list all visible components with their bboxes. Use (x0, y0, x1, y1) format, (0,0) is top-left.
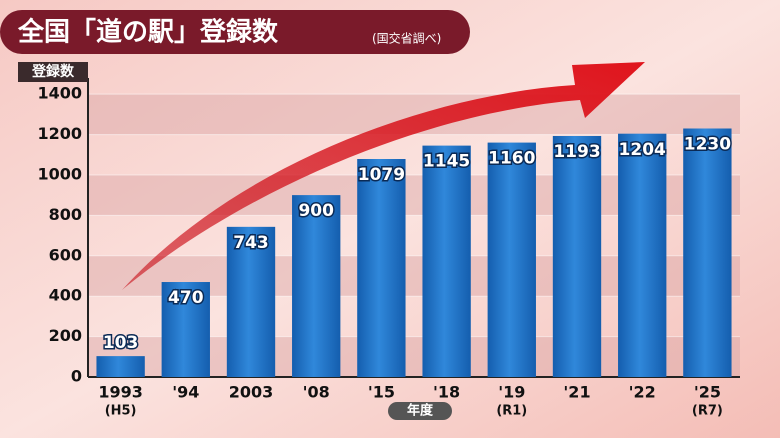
x-tick-label: 2003 (229, 383, 274, 402)
chart-title: 全国「道の駅」登録数 (17, 17, 279, 48)
chart-subtitle: (国交省調べ) (372, 31, 441, 46)
x-tick-label: '18 (433, 383, 460, 402)
bar-shade (357, 159, 406, 377)
y-tick-label: 1400 (37, 84, 82, 103)
x-tick-label: '21 (563, 383, 590, 402)
bar-shade (618, 133, 667, 377)
trend-arrow (122, 62, 645, 290)
y-tick-label: 200 (49, 326, 82, 345)
value-label: 1230 (684, 135, 731, 155)
x-tick-label: '19 (498, 383, 525, 402)
value-label: 743 (233, 233, 269, 253)
y-label-box (18, 62, 88, 82)
bar-shade (292, 195, 341, 377)
y-tick-label: 0 (71, 367, 82, 386)
x-tick-label: '15 (368, 383, 395, 402)
x-tick-label: '08 (303, 383, 330, 402)
value-label: 1145 (423, 152, 470, 172)
x-tick-label: '94 (172, 383, 199, 402)
bar-shade (422, 145, 471, 377)
value-label: 1079 (358, 165, 405, 185)
y-tick-label: 800 (49, 205, 82, 224)
x-tick-label: 1993 (98, 383, 143, 402)
bar-shade (683, 128, 732, 377)
y-axis-label: 登録数 (31, 63, 75, 80)
bar-shade (161, 282, 210, 377)
bar-shade (226, 226, 276, 377)
value-label: 900 (298, 201, 334, 221)
y-tick-label: 1200 (37, 124, 82, 143)
value-label: 1204 (619, 140, 666, 160)
bar-shade (96, 356, 145, 377)
title-banner (0, 10, 470, 54)
bar-shade (552, 135, 602, 377)
x-tick-label: '25 (694, 383, 721, 402)
x-axis-label: 年度 (407, 403, 434, 419)
y-tick-label: 600 (49, 245, 82, 264)
value-label: 1193 (553, 142, 600, 162)
x-label-box (388, 402, 452, 420)
x-tick-sublabel: (R1) (496, 404, 527, 419)
x-tick-label: '22 (629, 383, 656, 402)
y-tick-label: 1000 (37, 164, 82, 183)
value-label: 470 (168, 288, 204, 308)
bar-shade (487, 142, 536, 377)
value-label: 103 (103, 333, 139, 353)
x-tick-sublabel: (H5) (105, 404, 137, 419)
value-label: 1160 (488, 149, 535, 169)
x-tick-sublabel: (R7) (692, 404, 723, 419)
y-tick-label: 400 (49, 286, 82, 305)
